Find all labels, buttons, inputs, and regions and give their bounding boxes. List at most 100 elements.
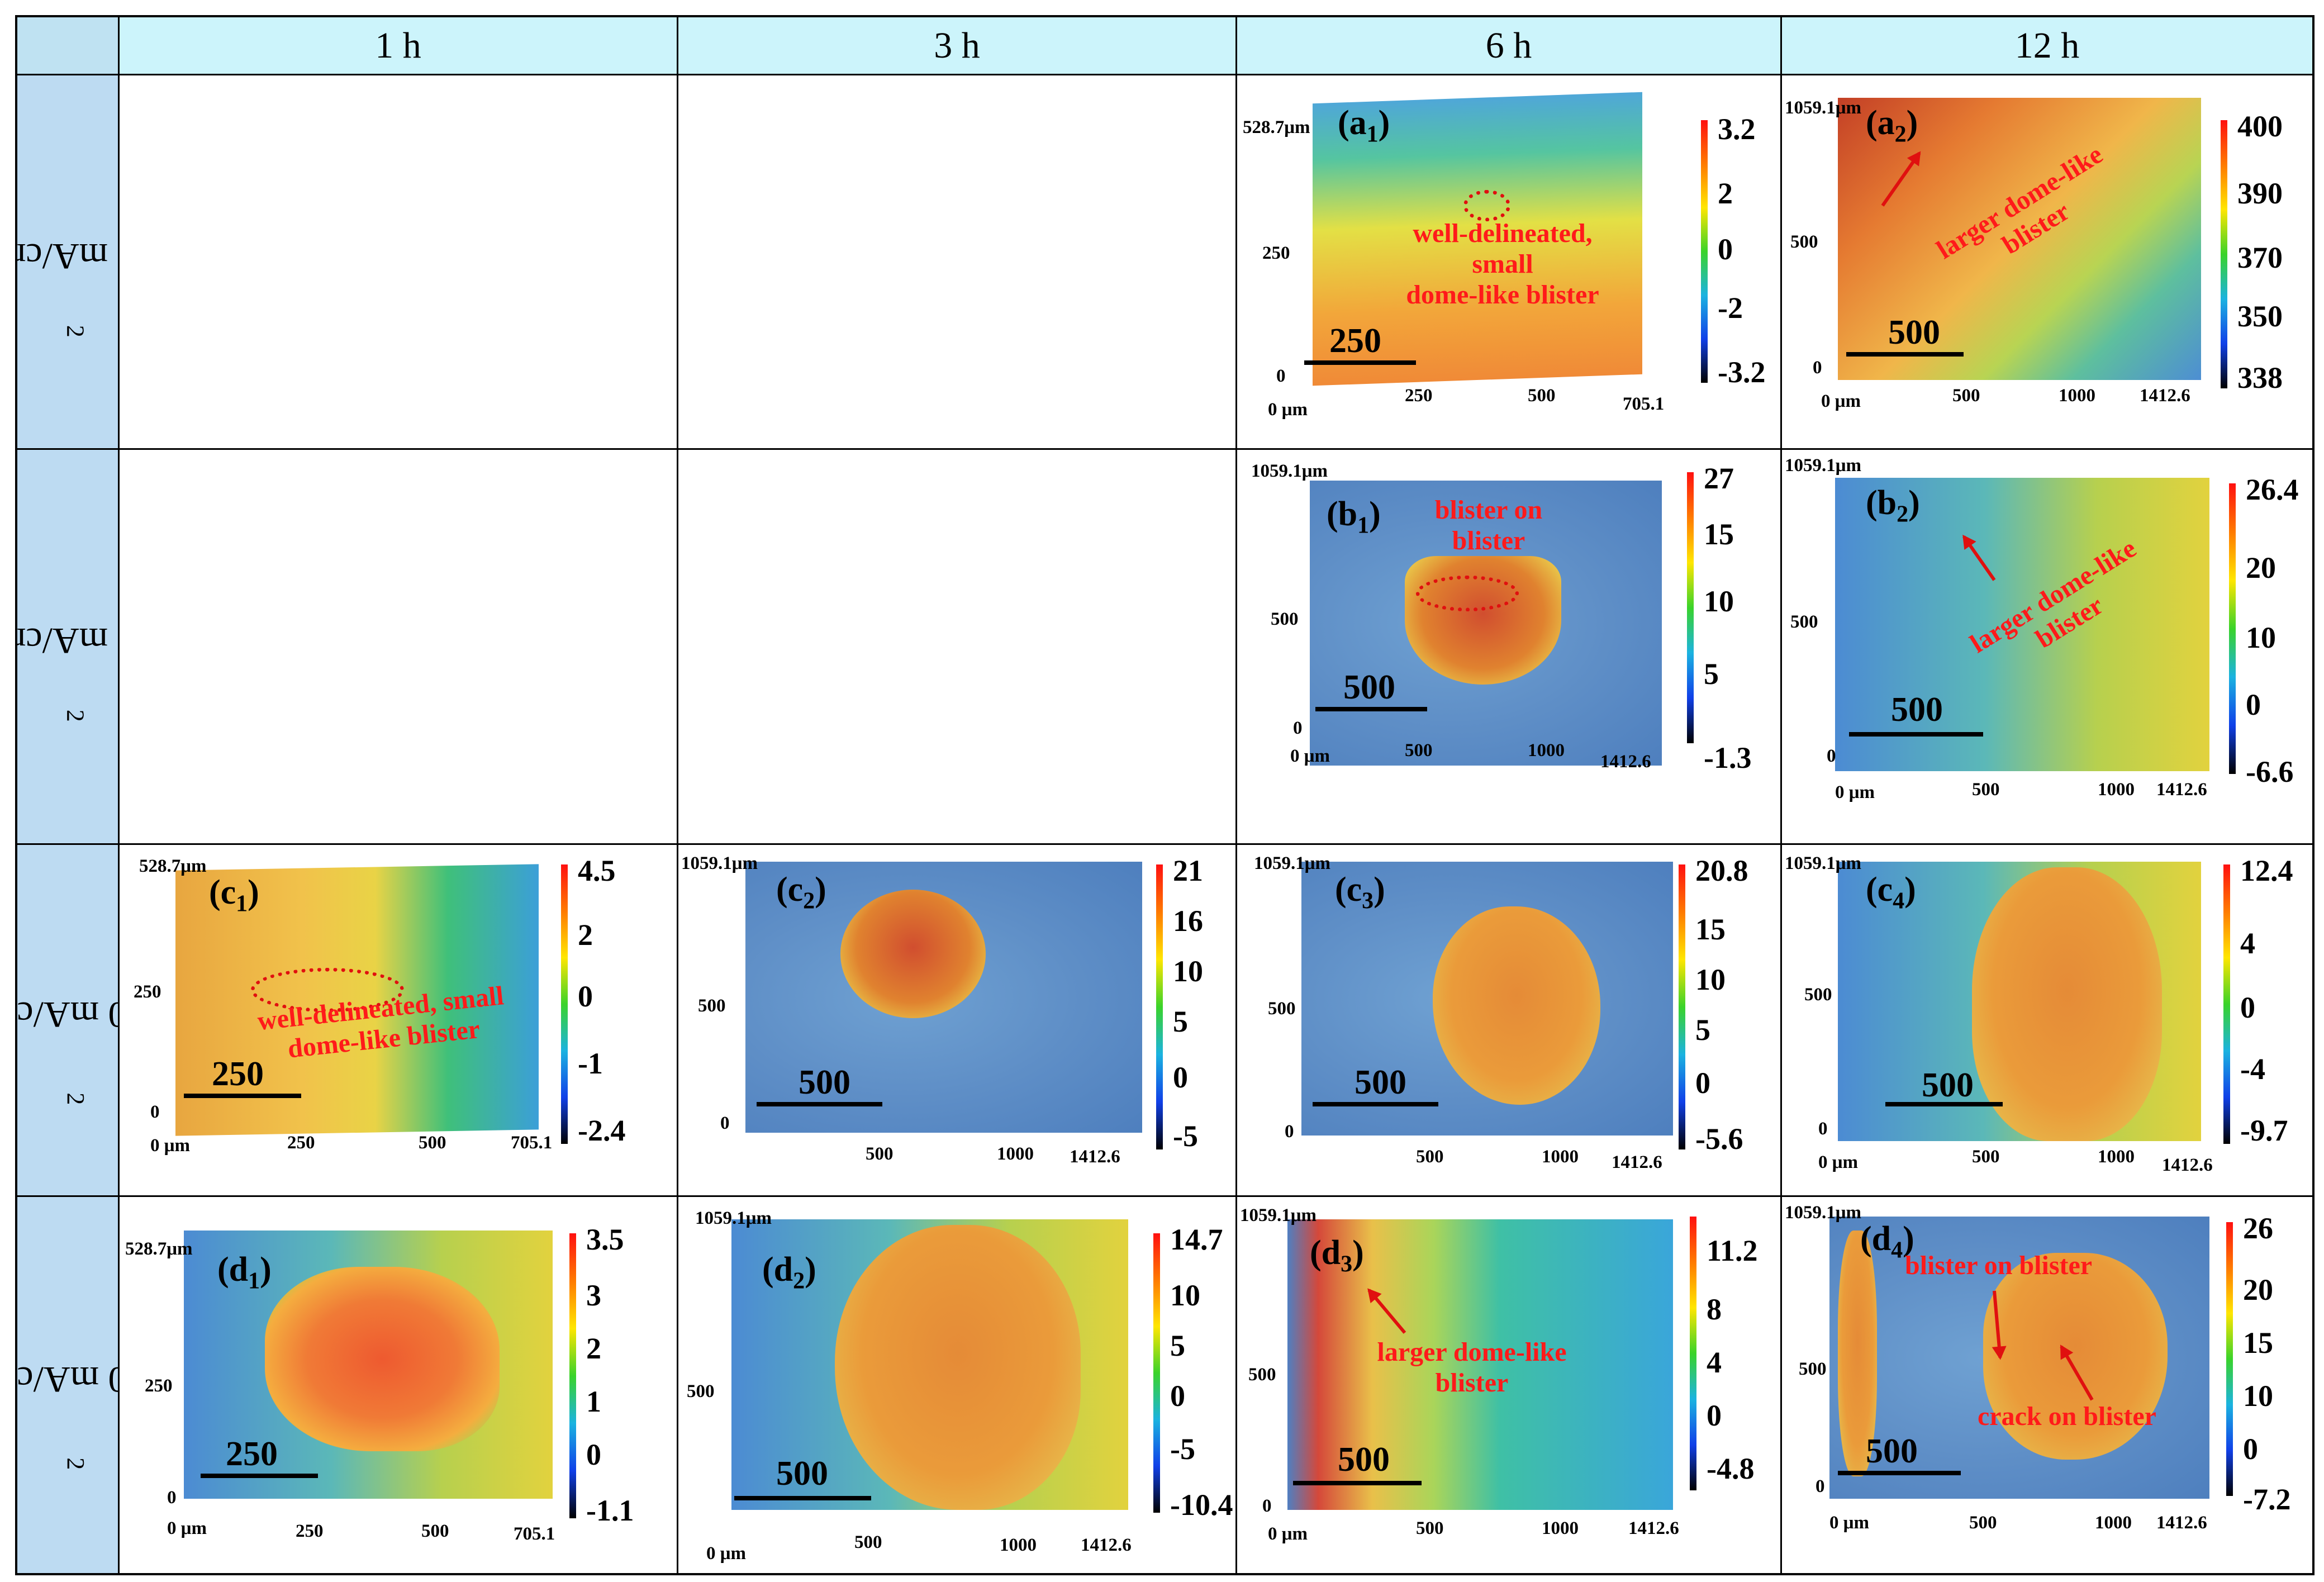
y-zero-label: 0: [1293, 718, 1303, 738]
x-label-0: 0 μm: [1290, 746, 1330, 766]
surface-map: [1287, 1219, 1673, 1510]
cbar-value-2: 15: [2243, 1326, 2273, 1360]
color-bar: [1156, 864, 1163, 1149]
panel-label: (d3): [1310, 1234, 1364, 1277]
cbar-value-5: -5: [1173, 1119, 1198, 1153]
empty-cell-2-1h: [120, 75, 678, 450]
x-label-1: 500: [854, 1532, 882, 1552]
scale-bar: [1304, 360, 1416, 365]
x-label-3: 1412.6: [1081, 1535, 1132, 1555]
y-mid-label: 500: [1248, 1365, 1276, 1385]
panel-label: (c4): [1866, 871, 1916, 914]
cbar-value-3: 5: [1695, 1013, 1710, 1047]
cbar-value-4: 0: [1695, 1066, 1710, 1100]
scale-bar: [1313, 1102, 1438, 1106]
cbar-value-4: -1.3: [1704, 741, 1752, 775]
y-max-label: 1059.1μm: [1251, 461, 1328, 481]
cbar-value-4: -4.8: [1707, 1452, 1755, 1485]
x-label-3: 1412.6: [2156, 780, 2207, 800]
color-bar: [1690, 1217, 1696, 1490]
cbar-value-0: 14.7: [1170, 1223, 1223, 1256]
row-header-5: 5 mA/cm2: [17, 450, 120, 845]
y-max-label: 1059.1μm: [681, 853, 758, 873]
y-zero-label: 0: [720, 1113, 730, 1133]
y-mid-label: 500: [1268, 999, 1296, 1019]
blister: [265, 1267, 500, 1451]
cbar-value-0: 26: [2243, 1212, 2273, 1245]
panel-label: (c2): [776, 871, 826, 914]
cbar-value-2: 0: [578, 980, 593, 1013]
blister-large: [1983, 1253, 2168, 1460]
y-zero-label: 0: [1813, 358, 1822, 378]
panel-a2: (a2) 1059.1μm 500 0 0 μm 500 1000 1412.6…: [1782, 75, 2312, 450]
color-bar: [2226, 1222, 2233, 1496]
cbar-value-0: 20.8: [1695, 854, 1748, 887]
y-mid-label: 500: [687, 1381, 715, 1402]
x-label-2: 500: [1528, 386, 1556, 406]
cbar-value-3: 0: [1170, 1379, 1185, 1413]
scale-bar-label: 500: [1343, 668, 1395, 706]
y-zero-label: 0: [1262, 1496, 1272, 1516]
x-label-0: 0 μm: [1268, 1524, 1308, 1544]
y-max-label: 1059.1μm: [1785, 853, 1861, 873]
x-label-2: 1000: [1528, 740, 1565, 761]
x-label-1: 500: [1405, 740, 1433, 761]
x-label-2: 1000: [1000, 1535, 1037, 1555]
y-mid-label: 500: [1799, 1359, 1827, 1379]
x-label-2: 1000: [2098, 780, 2135, 800]
y-max-label: 1059.1μm: [1254, 853, 1330, 873]
blister-edge: [1838, 1231, 1877, 1476]
col-header-6h: 6 h: [1237, 17, 1782, 75]
y-max-label: 1059.1μm: [1240, 1205, 1317, 1225]
corner-cell: [17, 17, 120, 75]
cbar-value-4: -6.6: [2246, 755, 2294, 788]
scale-bar: [1838, 1471, 1961, 1475]
x-label-0: 0 μm: [1268, 400, 1308, 420]
x-label-1: 500: [1972, 1147, 2000, 1167]
panel-label: (d1): [217, 1251, 272, 1294]
x-label-2: 1000: [1542, 1147, 1579, 1167]
y-max-label: 1059.1μm: [695, 1208, 772, 1228]
y-mid-label: 500: [1790, 232, 1818, 252]
cbar-value-2: 5: [1170, 1329, 1185, 1362]
x-label-3: 705.1: [511, 1133, 553, 1153]
panel-c4: (c4) 1059.1μm 500 0 0 μm 500 1000 1412.6…: [1782, 845, 2312, 1197]
cbar-value-2: 10: [2246, 621, 2276, 654]
annotation: blister on blister: [1434, 495, 1543, 556]
color-bar: [1687, 472, 1694, 743]
cbar-value-4: -5: [1170, 1432, 1195, 1466]
color-bar: [2221, 120, 2227, 388]
x-label-2: 500: [419, 1133, 446, 1153]
x-label-0: 0 μm: [706, 1543, 746, 1564]
color-bar: [1153, 1233, 1160, 1513]
cbar-value-0: 4.5: [578, 854, 616, 887]
y-mid-label: 500: [698, 996, 726, 1016]
empty-cell-2-3h: [678, 75, 1237, 450]
scale-bar-label: 250: [226, 1435, 278, 1473]
scale-bar-label: 500: [1891, 691, 1943, 729]
cbar-value-1: 20: [2246, 551, 2276, 585]
col-header-3h: 3 h: [678, 17, 1237, 75]
color-bar: [2223, 864, 2230, 1144]
x-label-2: 1000: [2059, 386, 2095, 406]
y-mid-label: 250: [134, 982, 161, 1002]
x-label-0: 0 μm: [167, 1518, 207, 1538]
x-label-2: 500: [421, 1521, 449, 1541]
x-label-0: 0 μm: [1829, 1513, 1869, 1533]
panel-label: (a2): [1866, 104, 1918, 148]
cbar-value-1: 390: [2237, 177, 2283, 210]
color-bar: [1679, 864, 1685, 1149]
cbar-value-1: 2: [578, 918, 593, 952]
cbar-value-1: 10: [1170, 1279, 1200, 1312]
x-label-1: 500: [1952, 386, 1980, 406]
cbar-value-5: -10.4: [1170, 1488, 1233, 1522]
cbar-value-0: 26.4: [2246, 473, 2299, 506]
cbar-value-2: 4: [1707, 1346, 1722, 1379]
scale-bar-label: 250: [1329, 322, 1381, 360]
cbar-value-4: 338: [2237, 361, 2283, 395]
x-label-3: 1412.6: [1612, 1152, 1662, 1172]
x-label-1: 250: [287, 1133, 315, 1153]
y-max-label: 1059.1μm: [1785, 1203, 1861, 1223]
cbar-value-0: 400: [2237, 110, 2283, 143]
cbar-value-3: 10: [2243, 1379, 2273, 1413]
